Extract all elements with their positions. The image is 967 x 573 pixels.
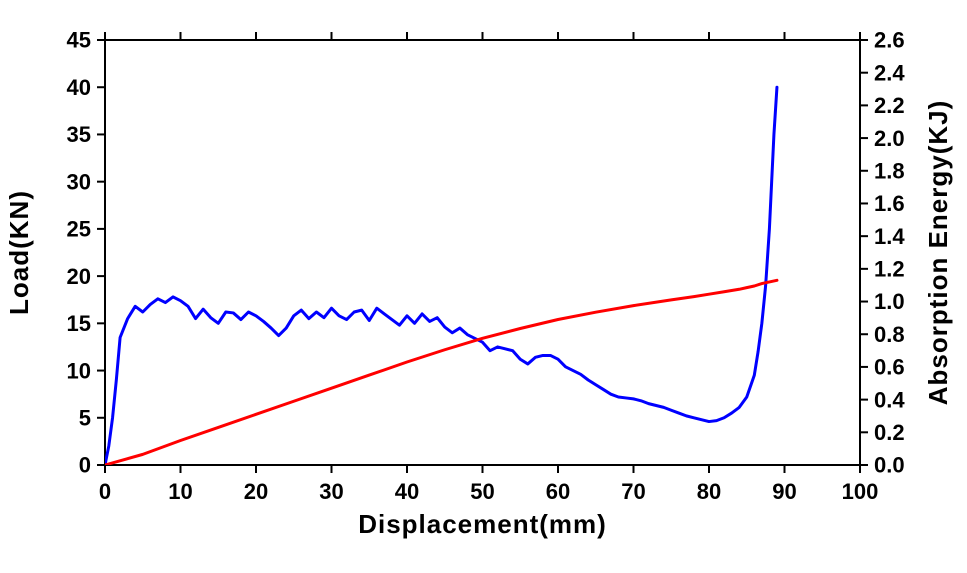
y-right-tick-label: 0.4	[874, 387, 905, 412]
y-left-tick-label: 10	[67, 358, 91, 383]
x-tick-label: 40	[395, 479, 419, 504]
y-right-tick-label: 1.2	[874, 257, 905, 282]
x-tick-label: 80	[697, 479, 721, 504]
y-right-tick-label: 0.2	[874, 420, 905, 445]
y-left-axis-label: Load(KN)	[4, 190, 34, 315]
y-right-tick-label: 2.2	[874, 93, 905, 118]
y-left-tick-label: 0	[79, 453, 91, 478]
x-tick-label: 10	[168, 479, 192, 504]
y-left-tick-label: 35	[67, 122, 91, 147]
y-left-tick-label: 15	[67, 311, 91, 336]
y-right-axis-label: Absorption Energy(KJ)	[923, 100, 953, 406]
y-right-tick-label: 0.8	[874, 322, 905, 347]
x-axis-label: Displacement(mm)	[358, 509, 607, 539]
y-left-tick-label: 20	[67, 264, 91, 289]
x-tick-label: 0	[99, 479, 111, 504]
y-right-tick-label: 1.0	[874, 289, 905, 314]
y-right-tick-label: 1.4	[874, 224, 905, 249]
x-tick-label: 90	[772, 479, 796, 504]
chart-container: 0 10 20 30 40 50 60 70 80 90 100 0 5 10 15 20 25 30 35 40 45…	[0, 0, 967, 573]
y-right-tick-label: 0.0	[874, 453, 905, 478]
y-right-tick-label: 2.6	[874, 28, 905, 53]
x-tick-label: 70	[621, 479, 645, 504]
y-left-tick-label: 30	[67, 169, 91, 194]
y-right-tick-label: 0.6	[874, 355, 905, 380]
x-tick-label: 60	[546, 479, 570, 504]
chart-svg: 0 10 20 30 40 50 60 70 80 90 100 0 5 10 15 20 25 30 35 40 45…	[0, 0, 967, 573]
y-left-tick-label: 5	[79, 405, 91, 430]
y-left-tick-label: 25	[67, 217, 91, 242]
y-right-tick-label: 1.6	[874, 191, 905, 216]
y-right-tick-label: 2.0	[874, 126, 905, 151]
x-tick-label: 50	[470, 479, 494, 504]
y-left-tick-label: 45	[67, 28, 91, 53]
x-tick-label: 30	[319, 479, 343, 504]
y-right-tick-label: 2.4	[874, 60, 905, 85]
x-tick-label: 100	[842, 479, 879, 504]
x-tick-label: 20	[244, 479, 268, 504]
y-left-tick-label: 40	[67, 75, 91, 100]
y-right-tick-label: 1.8	[874, 158, 905, 183]
